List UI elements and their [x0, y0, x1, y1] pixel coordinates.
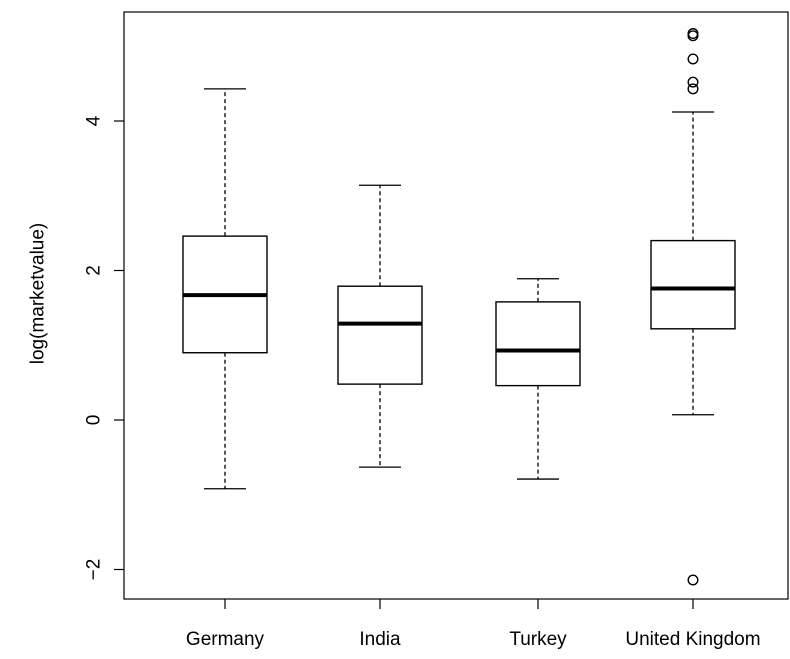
box-iqr	[337, 285, 423, 385]
x-tick-label: Germany	[186, 629, 265, 650]
y-axis-title: log(marketvalue)	[28, 223, 49, 365]
outlier-point	[687, 574, 699, 586]
y-tick-label: 2	[84, 265, 105, 276]
box-group	[495, 278, 581, 480]
box-iqr	[495, 301, 581, 387]
x-tick-label: India	[359, 629, 401, 650]
plot-area-frame	[123, 11, 789, 600]
boxes	[182, 28, 736, 586]
y-tick-label: 4	[84, 115, 105, 126]
x-tick-label: United Kingdom	[625, 629, 760, 650]
outlier-point	[687, 83, 699, 95]
outlier-point	[687, 53, 699, 65]
box-iqr	[650, 239, 736, 330]
box-group	[650, 28, 736, 586]
x-tick-label: Turkey	[509, 629, 567, 650]
outlier-point	[687, 76, 699, 88]
box-group	[182, 88, 268, 490]
outlier-point	[687, 28, 699, 40]
outlier-point	[687, 30, 699, 42]
y-tick-label: 0	[84, 415, 105, 426]
box-group	[337, 184, 423, 468]
x-axis: Germany India Turkey United Kingdom	[186, 599, 761, 650]
y-tick-label: −2	[84, 559, 105, 581]
y-axis: −2 0 2 4	[84, 115, 124, 581]
